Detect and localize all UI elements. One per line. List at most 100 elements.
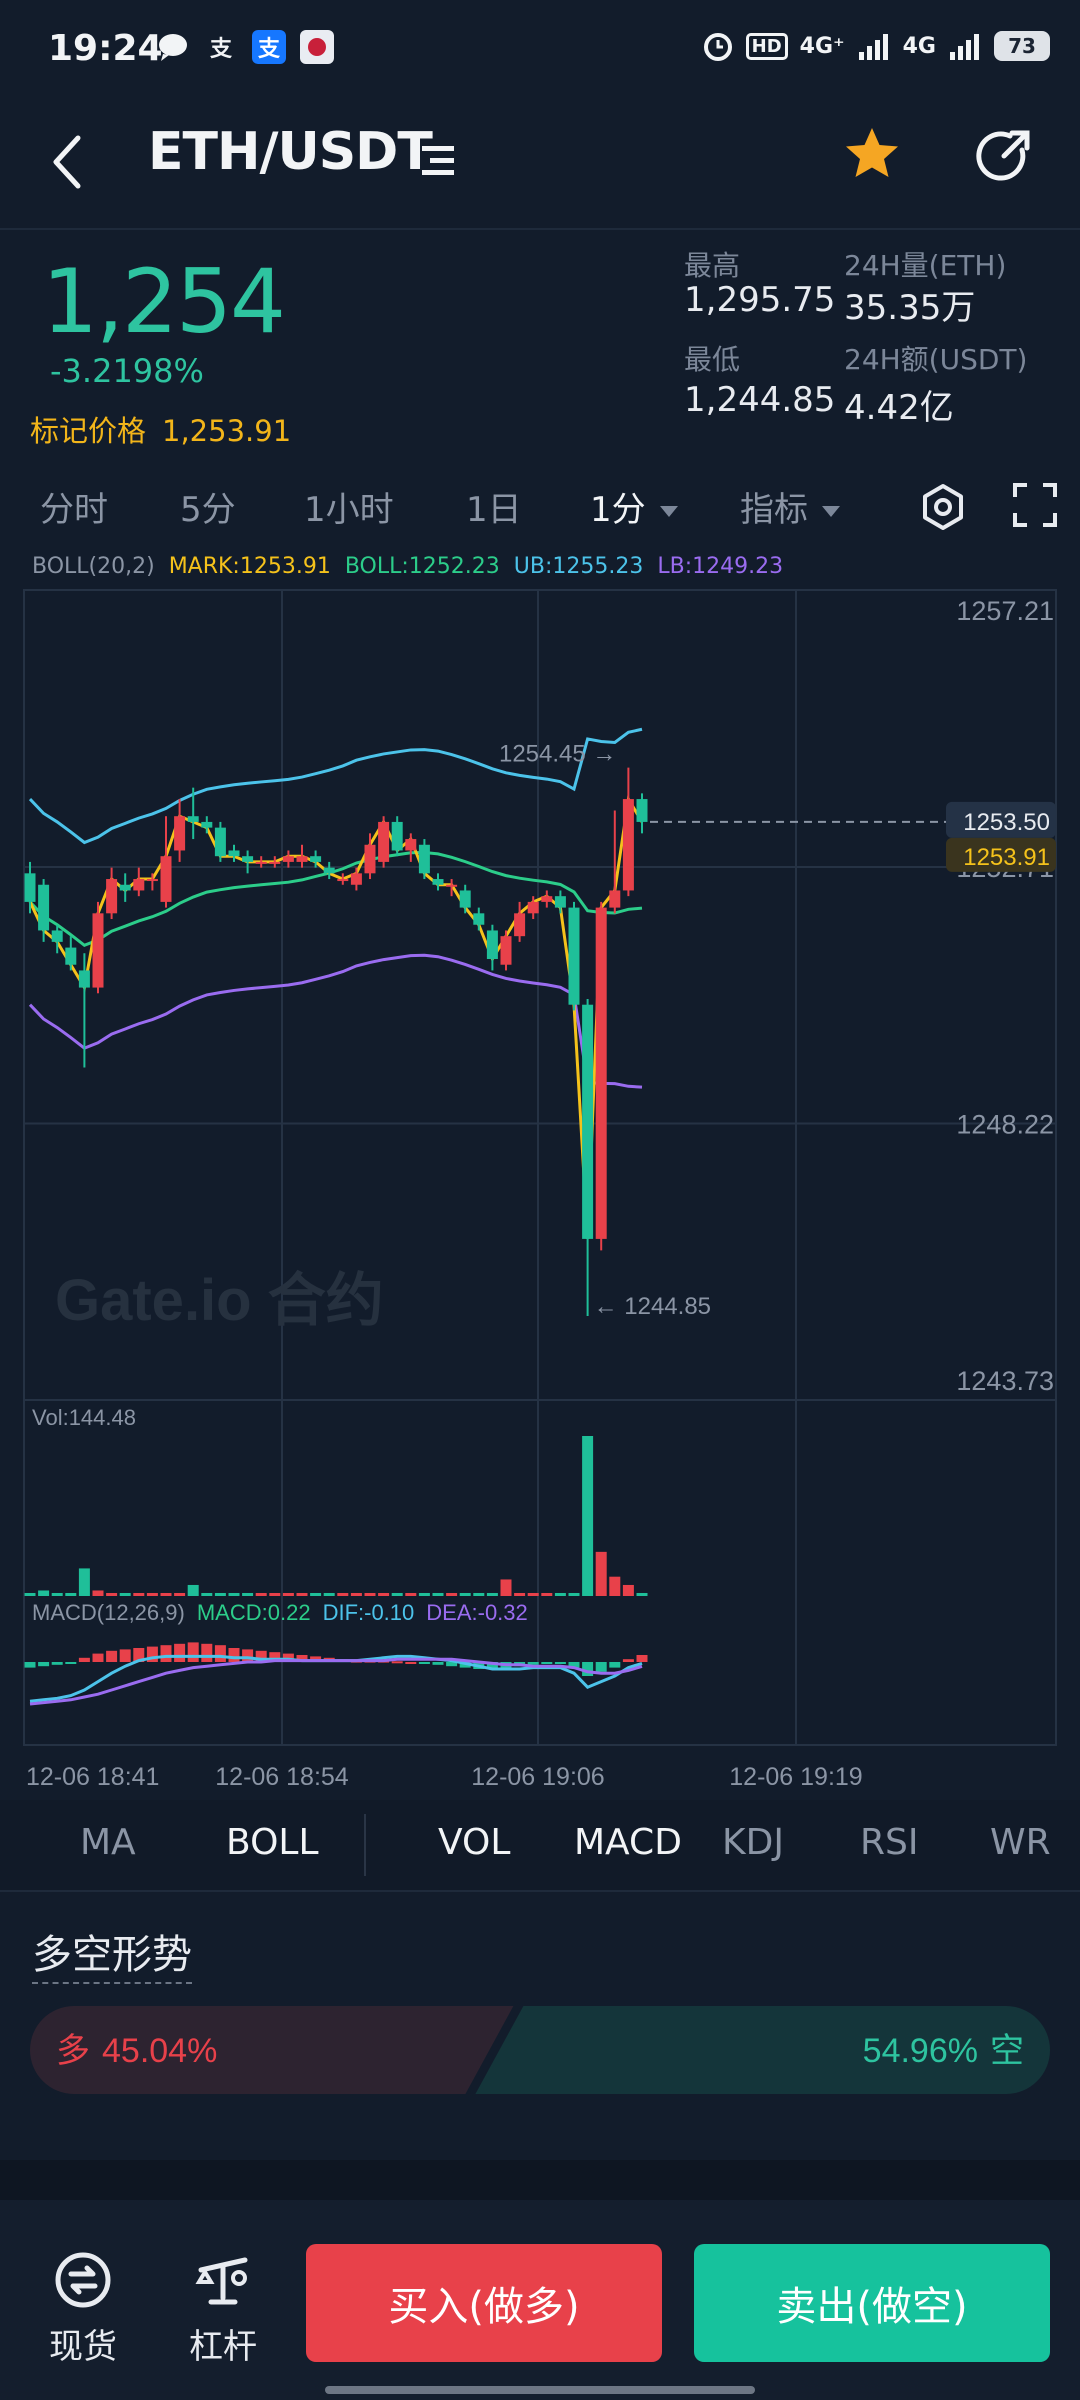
- boll-legend-name: BOLL(20,2): [32, 554, 155, 579]
- volume-bar: [255, 1593, 267, 1596]
- candle-body: [473, 913, 485, 925]
- volume-bar: [214, 1593, 226, 1596]
- volume-bar: [92, 1590, 104, 1596]
- long-ratio: 多 45.04%: [56, 2032, 217, 2070]
- volume-bar: [514, 1593, 526, 1596]
- header-divider: [0, 228, 1080, 230]
- candle-body: [214, 827, 226, 857]
- macd-hist-bar: [24, 1662, 36, 1668]
- indicator-wr[interactable]: WR: [990, 1822, 1051, 1863]
- candle-body: [78, 970, 90, 988]
- favorite-star-icon[interactable]: [842, 124, 902, 184]
- volume-bar: [568, 1593, 580, 1596]
- candle-body: [255, 861, 267, 864]
- tab-timeshare[interactable]: 分时: [40, 490, 108, 530]
- macd-hist-bar: [65, 1662, 77, 1664]
- indicator-ma[interactable]: MA: [80, 1822, 136, 1863]
- tab-5min[interactable]: 5分: [180, 490, 236, 530]
- macd-panel: [24, 1642, 648, 1706]
- bottom-action-bar: 现货 杠杆 买入(做多) 卖出(做空): [0, 2200, 1080, 2400]
- macd-legend-dif: DIF:-0.10: [323, 1600, 415, 1625]
- volume-bar: [337, 1593, 349, 1596]
- volume-bar: [228, 1593, 240, 1596]
- macd-hist-bar: [242, 1649, 254, 1662]
- indicator-boll[interactable]: BOLL: [226, 1822, 319, 1863]
- sell-short-button[interactable]: 卖出(做空): [694, 2244, 1050, 2362]
- macd-hist-bar: [622, 1659, 634, 1662]
- candle-body: [38, 884, 50, 931]
- spot-button[interactable]: 现货: [48, 2250, 118, 2368]
- fullscreen-icon[interactable]: [1012, 482, 1058, 528]
- mark-price-tag-text: 1253.91: [963, 844, 1050, 871]
- tab-1hour[interactable]: 1小时: [304, 490, 394, 530]
- boll-legend: BOLL(20,2) MARK:1253.91 BOLL:1252.23 UB:125…: [32, 554, 797, 579]
- pair-menu-icon[interactable]: [420, 140, 456, 180]
- volume-bar: [582, 1436, 594, 1596]
- candle-body: [541, 896, 553, 902]
- trading-pair-title[interactable]: ETH/USDT: [148, 122, 433, 182]
- x-axis-label: 12-06 18:41: [26, 1763, 159, 1790]
- candle-body: [24, 873, 36, 902]
- y-axis-label: 1248.22: [956, 1110, 1054, 1140]
- macd-legend-value: MACD:0.22: [197, 1600, 311, 1625]
- boll-legend-lb: LB:1249.23: [657, 554, 784, 579]
- candle-body: [527, 901, 539, 914]
- home-indicator[interactable]: [325, 2386, 755, 2394]
- boll-legend-ub: UB:1255.23: [513, 554, 644, 579]
- candle-body: [514, 913, 526, 937]
- macd-hist-bar: [228, 1648, 240, 1662]
- mark-price-line: [28, 794, 644, 1239]
- volume-bar: [636, 1593, 648, 1596]
- tab-1day[interactable]: 1日: [466, 490, 522, 530]
- volume-bar: [391, 1593, 403, 1596]
- indicator-kdj[interactable]: KDJ: [722, 1822, 784, 1863]
- macd-hist-bar: [296, 1655, 308, 1662]
- candle-body: [554, 896, 566, 908]
- mark-price-label: 标记价格: [30, 414, 147, 448]
- macd-hist-bar: [146, 1646, 158, 1662]
- volume-bar: [160, 1593, 172, 1596]
- macd-hist-bar: [201, 1643, 213, 1662]
- alipay-icon: 支: [252, 30, 286, 64]
- kline-chart[interactable]: Gate.io 合约 1257.211252.711248.221243.73 …: [0, 550, 1080, 1790]
- last-price-tag: [946, 801, 1056, 838]
- battery-icon: 73: [994, 31, 1050, 61]
- signal-icon: [858, 34, 888, 60]
- tab-indicators[interactable]: 指标: [740, 482, 840, 531]
- candle-body: [242, 856, 254, 862]
- candle-body: [378, 821, 390, 862]
- indicator-macd[interactable]: MACD: [574, 1822, 682, 1863]
- macd-hist-bar: [92, 1653, 104, 1662]
- macd-hist-bar: [214, 1645, 226, 1662]
- buy-long-button[interactable]: 买入(做多): [306, 2244, 662, 2362]
- chart-settings-icon[interactable]: [918, 482, 968, 532]
- share-icon[interactable]: [972, 124, 1036, 188]
- tab-indicators-label: 指标: [740, 490, 808, 530]
- back-arrow-icon[interactable]: [38, 122, 98, 202]
- macd-hist-bar: [554, 1662, 566, 1664]
- candle-body: [282, 856, 294, 862]
- tab-1min[interactable]: 1分: [590, 482, 678, 531]
- macd-legend-dea: DEA:-0.32: [426, 1600, 528, 1625]
- low-label: 最低: [684, 343, 741, 376]
- last-price-tag-text: 1253.50: [963, 809, 1050, 836]
- volume-bar: [432, 1593, 444, 1596]
- volume-bar: [146, 1593, 158, 1596]
- long-short-title[interactable]: 多空形势: [32, 1922, 192, 1984]
- indicator-vol[interactable]: VOL: [438, 1822, 511, 1863]
- indicator-rsi[interactable]: RSI: [860, 1822, 919, 1863]
- macd-hist-bar: [119, 1649, 131, 1662]
- candle-body: [323, 867, 335, 874]
- macd-hist-bar: [391, 1661, 403, 1664]
- macd-hist-bar: [133, 1648, 145, 1662]
- long-label: 多: [56, 2032, 90, 2070]
- candle-body: [595, 907, 607, 1239]
- candle-body: [486, 930, 498, 960]
- volume-bar: [541, 1593, 553, 1596]
- price-tags: 1253.50 1253.91 1254.45 → ← 1244.85: [499, 741, 1056, 1320]
- spot-icon: [55, 2252, 111, 2308]
- chart-grid: [23, 589, 1057, 1746]
- leverage-button[interactable]: 杠杆: [188, 2250, 258, 2368]
- macd-hist-bar: [269, 1652, 281, 1662]
- volume-bar: [350, 1593, 362, 1596]
